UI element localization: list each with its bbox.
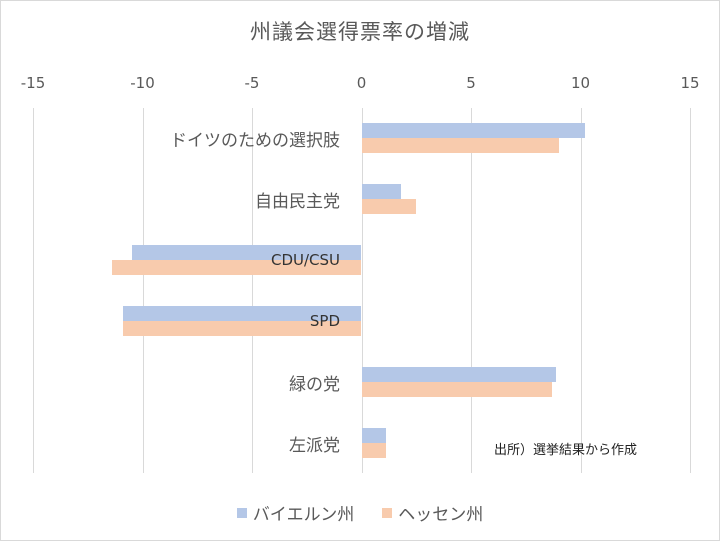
legend-label: バイエルン州 — [252, 505, 355, 525]
x-tick-label: -10 — [130, 74, 155, 92]
x-tick-label: -15 — [20, 74, 46, 92]
x-tick-label: 0 — [356, 74, 367, 92]
bar-hesse — [111, 260, 362, 276]
gridline — [362, 108, 363, 473]
category-label: 左派党 — [289, 435, 340, 456]
bar-hesse — [361, 442, 386, 458]
legend-label: ヘッセン州 — [398, 505, 484, 525]
legend-swatch-icon — [236, 507, 247, 518]
bar-bavaria — [361, 427, 386, 443]
gridline — [581, 108, 582, 473]
bar-hesse — [361, 199, 417, 215]
gridline — [471, 108, 472, 473]
bar-bavaria — [122, 305, 362, 321]
legend-item: バイエルン州 — [236, 500, 355, 525]
x-tick-label: 15 — [680, 74, 700, 92]
x-tick-label: 10 — [570, 74, 591, 92]
bar-hesse — [361, 138, 559, 154]
category-label: 緑の党 — [289, 374, 340, 395]
category-label: ドイツのための選択肢 — [170, 131, 340, 152]
gridline — [33, 108, 34, 473]
legend: バイエルン州 ヘッセン州 — [0, 500, 720, 525]
legend-swatch-icon — [382, 507, 393, 518]
category-label: SPD — [309, 311, 340, 330]
source-annotation: 出所）選挙結果から作成 — [494, 443, 638, 458]
category-label: 自由民主党 — [255, 192, 340, 213]
bar-hesse — [361, 381, 553, 397]
chart-title: 州議会選得票率の増減 — [250, 20, 470, 44]
bar-bavaria — [131, 245, 362, 261]
gridline — [143, 108, 144, 473]
legend-item: ヘッセン州 — [382, 500, 483, 525]
bar-bavaria — [361, 123, 585, 139]
gridline — [252, 108, 253, 473]
bar-hesse — [122, 320, 362, 336]
gridline — [690, 108, 691, 473]
x-tick-label: 5 — [466, 74, 476, 92]
bar-bavaria — [361, 184, 401, 200]
category-label: CDU/CSU — [270, 251, 340, 270]
x-tick-label: -5 — [244, 74, 260, 92]
bar-bavaria — [361, 366, 557, 382]
